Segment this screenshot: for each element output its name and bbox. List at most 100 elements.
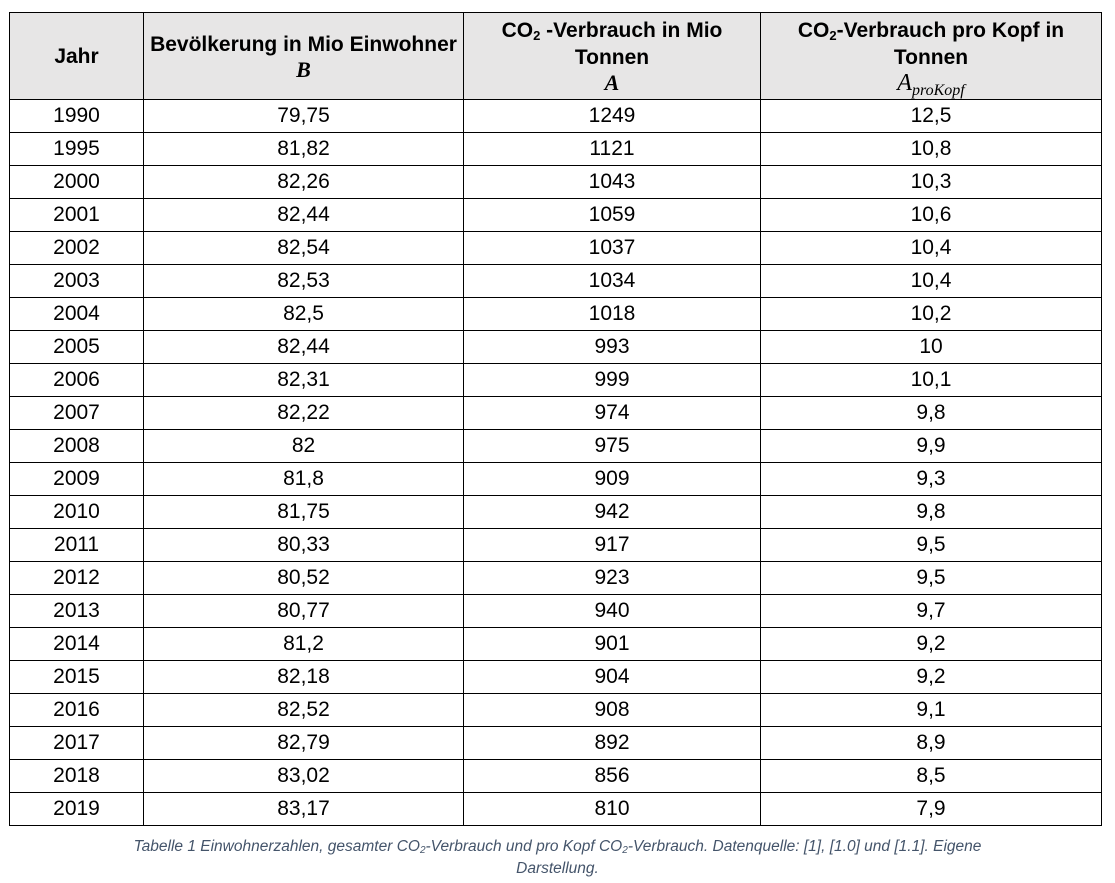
cell-year: 2019: [9, 792, 144, 826]
cell-co2-total: 901: [463, 627, 761, 661]
cell-year: 2015: [9, 660, 144, 694]
cell-co2-total: 940: [463, 594, 761, 628]
header-co2-per-capita-symbol: AproKopf: [761, 70, 1101, 99]
table-row: 1990 79,75 1249 12,5: [9, 99, 1102, 133]
table-row: 2019 83,17 810 7,9: [9, 792, 1102, 826]
header-population: Bevölkerung in Mio Einwohner B: [143, 12, 464, 100]
cell-co2-total: 1018: [463, 297, 761, 331]
header-co2-total-label-rest: -Verbrauch in Mio Tonnen: [540, 19, 723, 69]
caption-part3: -Verbrauch. Datenquelle: [1], [1.0] und …: [516, 838, 982, 877]
header-co2-total: CO2 -Verbrauch in Mio Tonnen A: [463, 12, 761, 100]
cell-co2-per-capita: 9,2: [760, 627, 1102, 661]
caption-sub1: 2: [419, 845, 426, 856]
table-row: 2015 82,18 904 9,2: [9, 660, 1102, 694]
table-row: 2013 80,77 940 9,7: [9, 594, 1102, 628]
cell-year: 2014: [9, 627, 144, 661]
cell-year: 2016: [9, 693, 144, 727]
cell-co2-per-capita: 10,6: [760, 198, 1102, 232]
table-row: 2000 82,26 1043 10,3: [9, 165, 1102, 199]
table-row: 2014 81,2 901 9,2: [9, 627, 1102, 661]
cell-co2-total: 909: [463, 462, 761, 496]
cell-co2-per-capita: 10,4: [760, 231, 1102, 265]
cell-year: 2005: [9, 330, 144, 364]
cell-population: 80,77: [143, 594, 464, 628]
cell-year: 2007: [9, 396, 144, 430]
cell-year: 2001: [9, 198, 144, 232]
header-co2-per-capita: CO2-Verbrauch pro Kopf in Tonnen AproKop…: [760, 12, 1102, 100]
cell-co2-per-capita: 10,3: [760, 165, 1102, 199]
table-row: 2005 82,44 993 10: [9, 330, 1102, 364]
cell-year: 2013: [9, 594, 144, 628]
cell-co2-per-capita: 10,4: [760, 264, 1102, 298]
cell-population: 80,33: [143, 528, 464, 562]
cell-co2-total: 856: [463, 759, 761, 793]
cell-population: 82,79: [143, 726, 464, 760]
table-row: 2010 81,75 942 9,8: [9, 495, 1102, 529]
cell-co2-total: 810: [463, 792, 761, 826]
table-row: 2011 80,33 917 9,5: [9, 528, 1102, 562]
cell-co2-total: 1043: [463, 165, 761, 199]
table-row: 1995 81,82 1121 10,8: [9, 132, 1102, 166]
cell-co2-total: 923: [463, 561, 761, 595]
cell-population: 82,18: [143, 660, 464, 694]
table-row: 2006 82,31 999 10,1: [9, 363, 1102, 397]
cell-co2-total: 908: [463, 693, 761, 727]
cell-co2-total: 974: [463, 396, 761, 430]
cell-population: 83,17: [143, 792, 464, 826]
cell-population: 81,75: [143, 495, 464, 529]
cell-population: 82,54: [143, 231, 464, 265]
table-row: 2001 82,44 1059 10,6: [9, 198, 1102, 232]
cell-co2-per-capita: 10,8: [760, 132, 1102, 166]
cell-population: 82,52: [143, 693, 464, 727]
cell-year: 2017: [9, 726, 144, 760]
cell-co2-per-capita: 7,9: [760, 792, 1102, 826]
cell-population: 81,8: [143, 462, 464, 496]
header-co2-total-label-co: CO: [501, 19, 534, 42]
header-year: Jahr: [9, 12, 144, 100]
cell-population: 82,31: [143, 363, 464, 397]
header-year-label: Jahr: [54, 44, 99, 68]
cell-population: 80,52: [143, 561, 464, 595]
cell-year: 2009: [9, 462, 144, 496]
header-population-label: Bevölkerung in Mio Einwohner: [150, 32, 457, 56]
table-row: 2007 82,22 974 9,8: [9, 396, 1102, 430]
cell-co2-total: 904: [463, 660, 761, 694]
cell-co2-per-capita: 9,1: [760, 693, 1102, 727]
cell-population: 82,53: [143, 264, 464, 298]
cell-year: 2018: [9, 759, 144, 793]
cell-co2-per-capita: 10: [760, 330, 1102, 364]
header-co2-total-subscript: 2: [533, 28, 541, 43]
cell-co2-total: 999: [463, 363, 761, 397]
cell-population: 82,5: [143, 297, 464, 331]
cell-year: 2006: [9, 363, 144, 397]
cell-year: 1995: [9, 132, 144, 166]
table-row: 2009 81,8 909 9,3: [9, 462, 1102, 496]
data-table: Jahr Bevölkerung in Mio Einwohner B CO2 …: [9, 12, 1102, 826]
cell-co2-per-capita: 9,8: [760, 495, 1102, 529]
cell-year: 1990: [9, 99, 144, 133]
header-co2-total-symbol: A: [604, 70, 620, 95]
cell-co2-total: 1059: [463, 198, 761, 232]
table-row: 2003 82,53 1034 10,4: [9, 264, 1102, 298]
header-population-symbol: B: [296, 56, 311, 82]
cell-co2-total: 1037: [463, 231, 761, 265]
cell-co2-per-capita: 8,5: [760, 759, 1102, 793]
cell-co2-per-capita: 9,9: [760, 429, 1102, 463]
cell-co2-per-capita: 9,3: [760, 462, 1102, 496]
cell-year: 2010: [9, 495, 144, 529]
header-co2-per-capita-symbol-main: A: [897, 70, 912, 96]
cell-co2-total: 917: [463, 528, 761, 562]
cell-co2-total: 975: [463, 429, 761, 463]
cell-year: 2011: [9, 528, 144, 562]
cell-co2-per-capita: 8,9: [760, 726, 1102, 760]
table-row: 2016 82,52 908 9,1: [9, 693, 1102, 727]
cell-population: 82,44: [143, 330, 464, 364]
table-row: 2018 83,02 856 8,5: [9, 759, 1102, 793]
cell-co2-total: 1249: [463, 99, 761, 133]
header-co2-per-capita-label-co: CO: [797, 19, 830, 42]
cell-population: 82,26: [143, 165, 464, 199]
table-row: 2002 82,54 1037 10,4: [9, 231, 1102, 265]
caption-sub2: 2: [622, 845, 628, 856]
table-caption: Tabelle 1 Einwohnerzahlen, gesamter CO2-…: [100, 836, 1015, 880]
cell-co2-per-capita: 10,2: [760, 297, 1102, 331]
